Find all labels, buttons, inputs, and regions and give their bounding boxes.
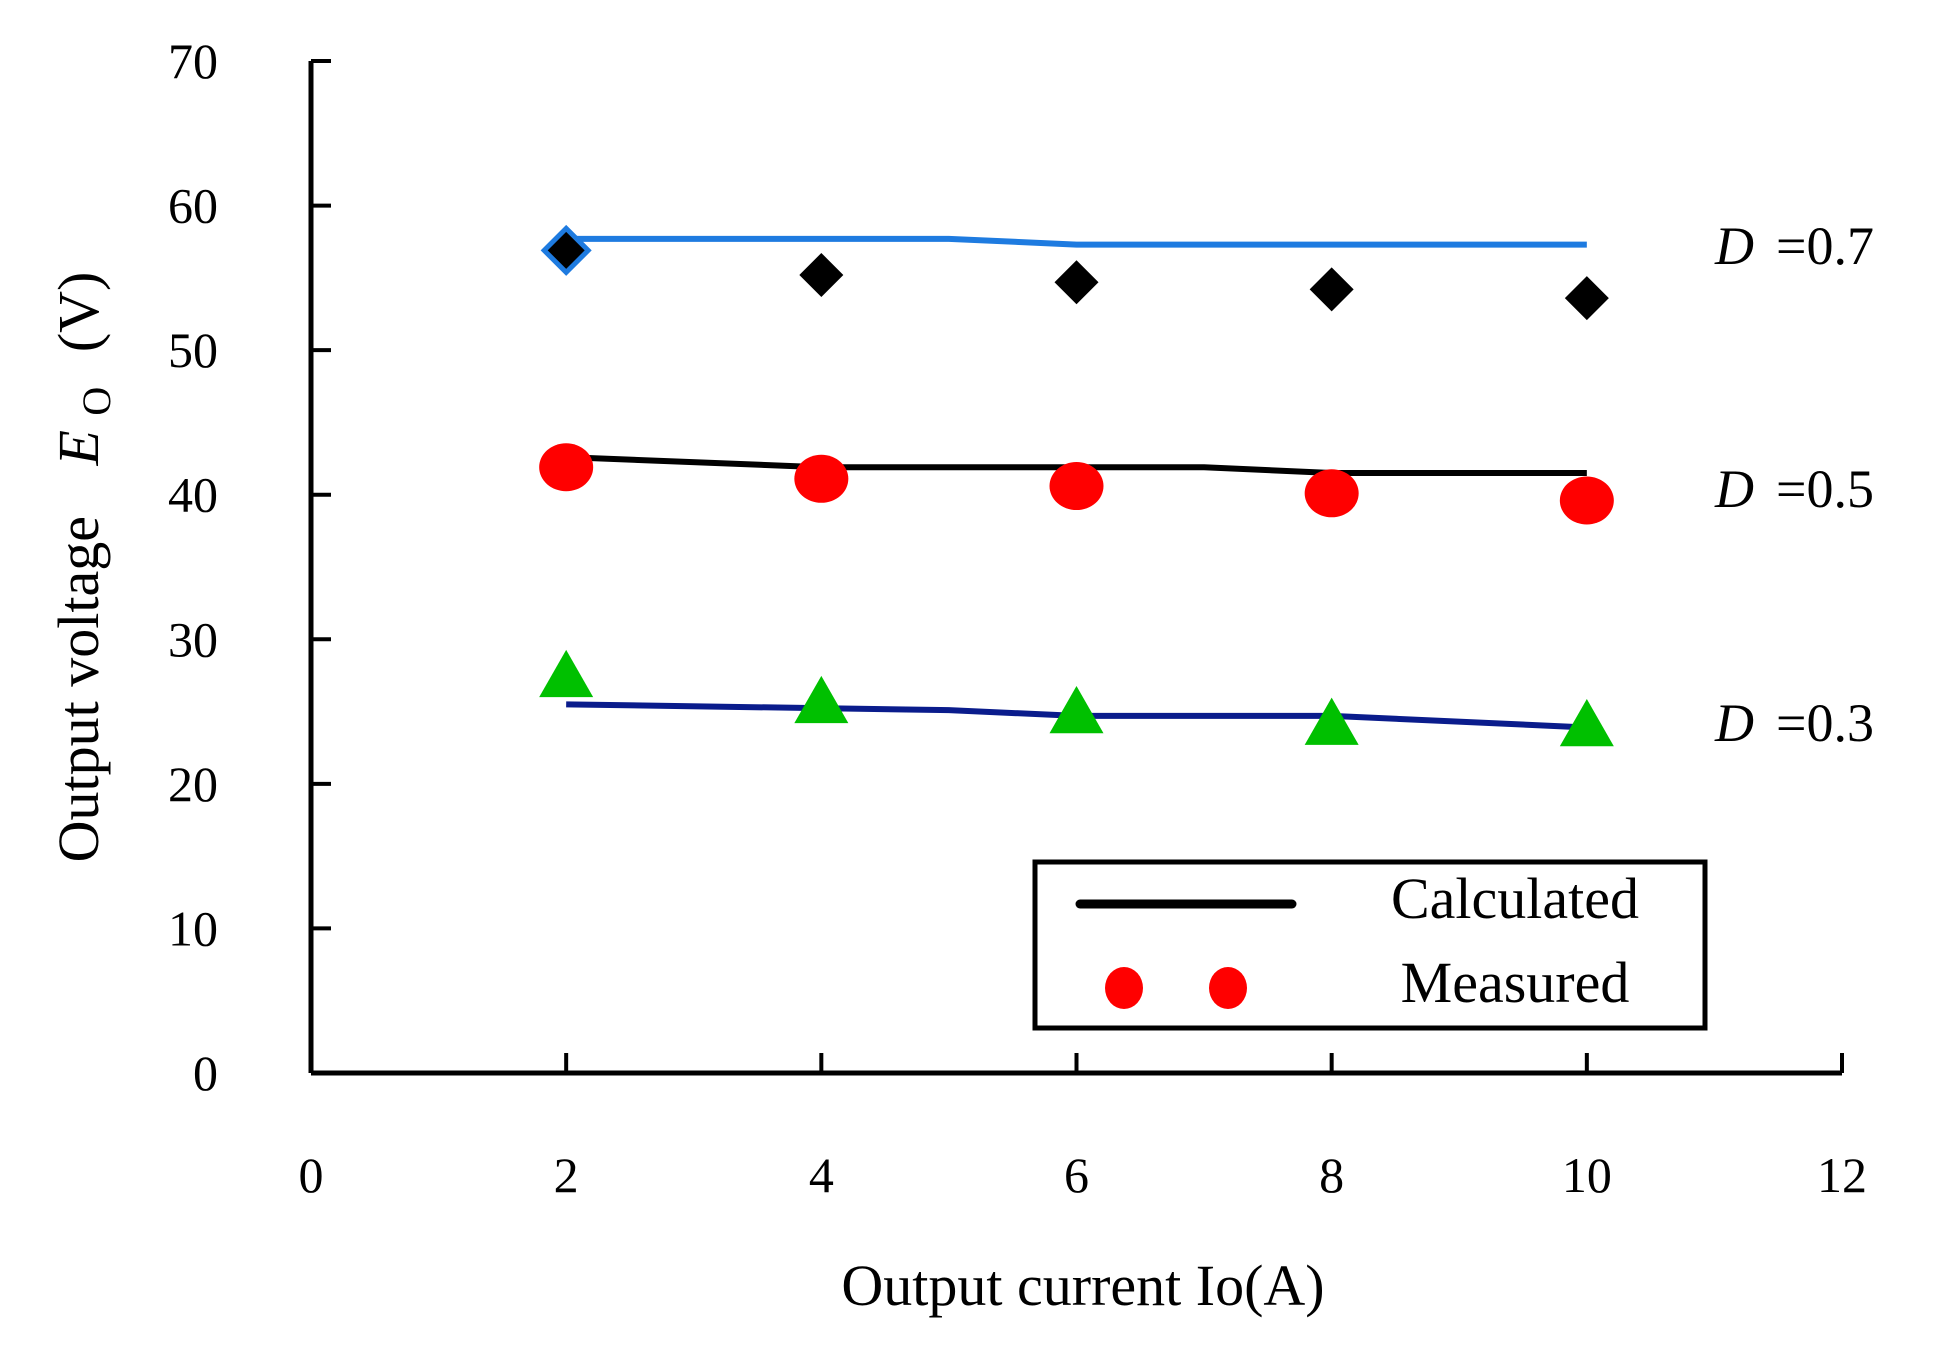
- measured-point: [540, 224, 592, 276]
- x-tick-label: 8: [1319, 1147, 1344, 1203]
- y-tick-label: 40: [168, 467, 218, 523]
- measured-point: [1049, 462, 1104, 511]
- series-label-symbol: D: [1714, 693, 1754, 753]
- legend-box: [1032, 859, 1708, 1031]
- y-tick-label: 50: [168, 322, 218, 378]
- measured-point: [1054, 260, 1099, 305]
- series-label-symbol: D: [1714, 459, 1754, 519]
- y-axis-title-symbol: E: [46, 430, 111, 466]
- y-tick-label: 0: [193, 1045, 218, 1101]
- y-tick-label: 20: [168, 756, 218, 812]
- series-label-value: =0.3: [1776, 693, 1874, 753]
- x-ticks: 0 2 4 6 8 10 12: [299, 1053, 1867, 1203]
- series-label-1: D =0.7: [1714, 216, 1874, 276]
- series-label-value: =0.5: [1776, 459, 1874, 519]
- y-axis-title-subscript: O: [74, 387, 119, 416]
- x-tick-label: 2: [554, 1147, 579, 1203]
- y-tick-label: 60: [168, 178, 218, 234]
- series-label-symbol: D: [1714, 216, 1754, 276]
- series-layer: [539, 224, 1614, 747]
- x-tick-label: 10: [1562, 1147, 1612, 1203]
- series-label-3: D =0.3: [1714, 693, 1874, 753]
- svg-text:Output voltage E O: Output voltage E O (V): [46, 272, 123, 863]
- legend-measured-marker: [1209, 967, 1247, 1009]
- y-axis-title: Output voltage E O (V): [46, 272, 123, 863]
- calculated-line-2: [566, 454, 1587, 477]
- legend-calculated-label: Calculated: [1391, 866, 1639, 931]
- series-label-value: =0.7: [1776, 216, 1874, 276]
- measured-point: [1304, 469, 1359, 518]
- y-tick-label: 10: [168, 900, 218, 956]
- legend-measured-marker: [1105, 967, 1143, 1009]
- measured-point: [539, 443, 594, 492]
- series-label-2: D =0.5: [1714, 459, 1874, 519]
- x-tick-label: 0: [299, 1147, 324, 1203]
- y-tick-label: 70: [168, 33, 218, 89]
- legend-measured-label: Measured: [1401, 950, 1630, 1015]
- y-axis-title-unit: (V): [46, 272, 111, 353]
- legend: Calculated Measured: [1032, 859, 1708, 1031]
- x-tick-label: 12: [1817, 1147, 1867, 1203]
- y-axis-title-prefix: Output voltage: [46, 516, 111, 862]
- measured-point: [1049, 686, 1104, 734]
- series-labels: D =0.7 D =0.5 D =0.3: [1714, 216, 1874, 753]
- measured-point: [794, 454, 849, 503]
- x-tick-label: 4: [809, 1147, 834, 1203]
- x-tick-label: 6: [1064, 1147, 1089, 1203]
- calculated-line-1: [566, 235, 1587, 248]
- y-tick-label: 30: [168, 611, 218, 667]
- y-ticks: 0 10 20 30 40 50 60 70: [168, 33, 331, 1101]
- measured-point: [1309, 267, 1354, 312]
- measured-point: [1564, 276, 1609, 321]
- measured-point: [1559, 699, 1614, 747]
- measured-point: [1304, 697, 1359, 745]
- measured-point: [799, 252, 844, 297]
- measured-point: [1559, 476, 1614, 525]
- x-axis-title: Output current Io(A): [841, 1253, 1324, 1318]
- measured-point: [794, 675, 849, 724]
- measured-point: [539, 649, 594, 698]
